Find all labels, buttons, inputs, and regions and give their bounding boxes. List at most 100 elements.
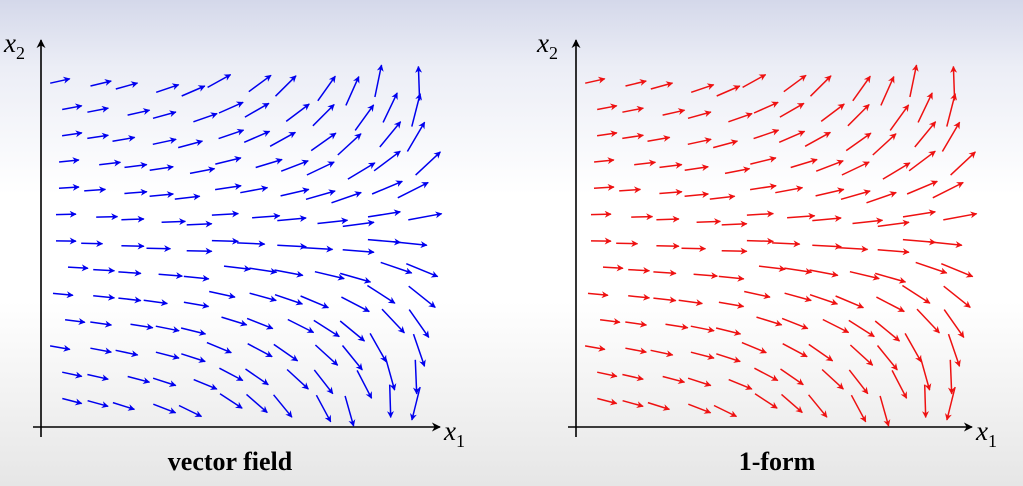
vector-field-arrow: [373, 150, 401, 172]
one-form-arrow: [820, 103, 845, 122]
vector-field-arrow: [158, 272, 183, 280]
vector-field-arrow: [219, 393, 243, 409]
vector-field-arrow: [174, 193, 201, 201]
vector-field-arrow: [193, 112, 218, 123]
vector-field-arrow: [306, 161, 335, 176]
one-form-arrow: [808, 343, 834, 362]
vector-field-arrow: [249, 292, 277, 303]
vector-field-arrow: [193, 378, 218, 390]
vector-field-arrow: [342, 248, 375, 256]
vector-field-arrow: [397, 181, 429, 199]
one-form-arrow: [716, 85, 741, 97]
one-form-arrow: [943, 211, 978, 221]
one-form-arrow: [628, 266, 651, 274]
one-form-arrow: [782, 343, 808, 358]
vector-field-arrow: [247, 343, 273, 358]
one-form-arrow: [787, 212, 816, 220]
one-form-arrow: [778, 130, 806, 143]
vector-field-arrow: [280, 159, 309, 172]
one-form-arrow: [879, 395, 891, 427]
vector-field-arrow: [310, 132, 337, 152]
one-form-arrow: [687, 137, 712, 146]
one-form-arrow: [718, 274, 745, 282]
one-form-arrow: [622, 399, 644, 409]
one-form-arrow: [808, 394, 828, 418]
one-form-arrow: [709, 193, 736, 201]
vector-field-arrow: [374, 64, 384, 98]
vector-field-arrow: [124, 188, 148, 196]
vector-field-y-axis-label: x2: [3, 28, 25, 63]
one-form-arrow: [849, 344, 874, 366]
one-form-arrow: [622, 132, 644, 140]
one-form-arrow: [847, 103, 870, 127]
one-form-arrow: [941, 121, 961, 152]
one-form-arrow: [889, 104, 910, 131]
one-form-arrow: [943, 309, 965, 338]
one-form-arrow: [804, 131, 832, 147]
vector-field-arrow: [314, 270, 345, 281]
one-form-arrow: [690, 83, 715, 94]
vector-field-arrow: [127, 108, 151, 116]
vector-field-arrow: [411, 93, 423, 127]
one-form-arrow: [872, 133, 897, 156]
vector-field-arrow: [155, 325, 180, 334]
one-form-arrow: [915, 261, 948, 275]
vector-field-arrow: [313, 319, 340, 338]
one-form-arrow: [932, 181, 964, 199]
vector-field-arrow: [99, 159, 122, 167]
one-form-arrow: [809, 293, 839, 306]
vector-field-arrow: [180, 327, 207, 336]
vector-field-arrow: [300, 295, 330, 309]
one-form-arrow: [916, 308, 940, 334]
vector-field-arrow: [112, 135, 136, 143]
one-form-arrow: [619, 186, 642, 194]
one-form-arrow: [876, 296, 905, 313]
one-form-arrow: [746, 210, 774, 218]
one-form-arrow: [584, 344, 606, 352]
one-form-arrow: [662, 108, 686, 116]
vector-field-arrow: [245, 368, 269, 386]
vector-field-arrow: [152, 110, 177, 120]
one-form-arrow: [822, 318, 850, 334]
vector-field-arrow: [393, 241, 428, 249]
one-form-arrow: [684, 191, 709, 199]
vector-field-arrow: [243, 130, 271, 143]
one-form-arrow: [688, 403, 712, 414]
vector-field-arrow: [248, 74, 272, 93]
vector-field-arrow: [186, 220, 213, 228]
vector-field-arrow: [367, 209, 401, 218]
vector-field-arrow: [408, 285, 436, 308]
vector-field-arrow: [415, 151, 441, 176]
one-form-arrow: [779, 102, 805, 118]
vector-field-panel: x2 x1 vector field: [3, 28, 465, 476]
one-form-arrow: [713, 404, 738, 418]
one-form-arrow: [596, 130, 618, 138]
vector-field-arrow: [189, 166, 216, 175]
one-form-arrow: [877, 219, 910, 228]
vector-field-arrow: [277, 242, 307, 250]
one-form-arrow: [946, 93, 958, 127]
vector-field-arrow: [62, 397, 83, 406]
vector-field-arrow: [178, 404, 203, 418]
vector-field-arrow: [209, 290, 236, 300]
vector-field-arrow: [62, 371, 83, 379]
one-form-arrow: [783, 74, 807, 93]
vector-field-arrow: [161, 218, 187, 226]
one-form-arrow: [650, 349, 674, 358]
vector-field-arrow: [207, 73, 232, 89]
vector-field-arrow: [315, 394, 332, 423]
vector-field-arrow: [347, 162, 376, 180]
one-form-arrow: [653, 296, 677, 304]
vector-field-arrow: [143, 299, 168, 307]
one-form-arrow: [585, 76, 606, 84]
vector-field-arrow: [337, 133, 362, 156]
one-form-arrow: [724, 166, 751, 175]
one-form-arrow: [753, 128, 780, 140]
vector-field-arrow: [211, 210, 239, 218]
vector-field-caption: vector field: [168, 447, 293, 476]
one-form-arrow: [852, 217, 884, 225]
vector-field-arrow: [58, 183, 80, 191]
one-form-arrow: [874, 272, 907, 284]
one-form-arrow: [600, 318, 621, 325]
vector-field-arrow: [381, 308, 405, 334]
